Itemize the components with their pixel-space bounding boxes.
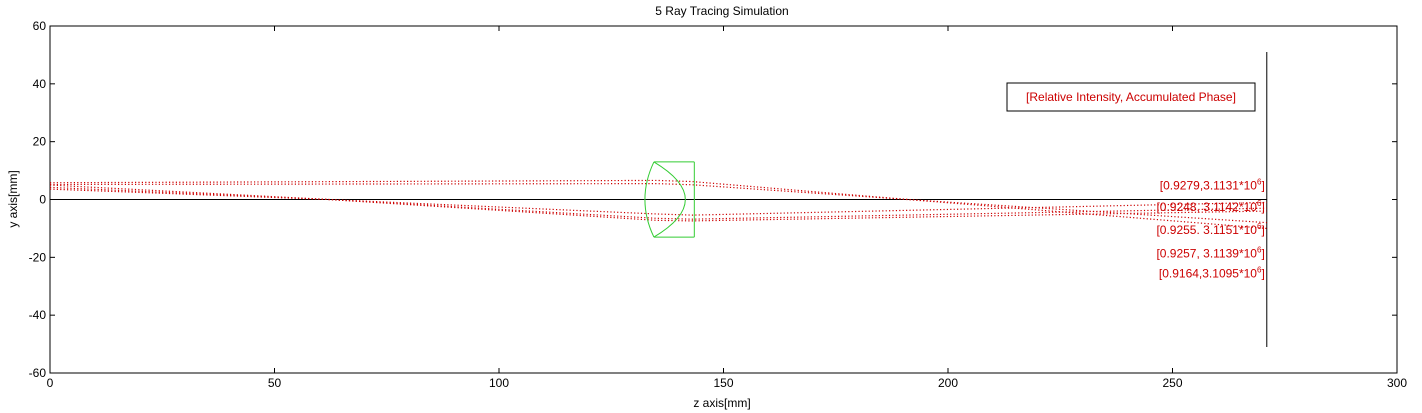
x-axis-label: z axis[mm] [693,396,750,410]
ray-annotation-1: [0.9279,3.1131*106] [1160,177,1265,192]
x-tick-label: 200 [938,376,958,390]
ray-1 [49,179,1267,230]
ray-annotation-4: [0.9257, 3.1139*106] [1156,245,1264,260]
ray-annotation-2: [0.9248, 3.1142*106] [1156,199,1264,214]
y-tick-label: 40 [33,77,47,91]
y-tick-label: -60 [29,366,47,380]
ray-5 [49,188,1267,222]
plot-area: 0 50 100 150 200 250 300 -60 -40 -20 0 20 40 60 [Relat… [29,19,1408,390]
x-tick-label: 0 [47,376,54,390]
ray-2 [49,182,1267,224]
y-tick-label: -40 [29,308,47,322]
x-tick-label: 50 [268,376,282,390]
lens-back-surface [653,161,686,238]
ray-3 [49,184,1267,216]
ray-annotation-3: [0.9255. 3.1151*106] [1156,222,1264,237]
lens-front-surface [644,161,655,238]
legend-box [1006,82,1256,112]
y-tick-label: 60 [33,19,47,33]
x-tick-label: 100 [489,376,509,390]
chart-title: 5 Ray Tracing Simulation [655,4,788,18]
y-tick-label: 20 [33,135,47,149]
x-tick-label: 250 [1162,376,1182,390]
x-tick-label: 150 [713,376,733,390]
y-tick-label: -20 [29,250,47,264]
x-tick-label: 300 [1387,376,1407,390]
legend-text: [Relative Intensity, Accumulated Phase] [1026,90,1236,104]
y-tick-label: 0 [39,193,46,207]
ray-annotation-5: [0.9164,3.1095*106] [1159,266,1265,281]
y-axis-label: y axis[mm] [6,170,20,227]
